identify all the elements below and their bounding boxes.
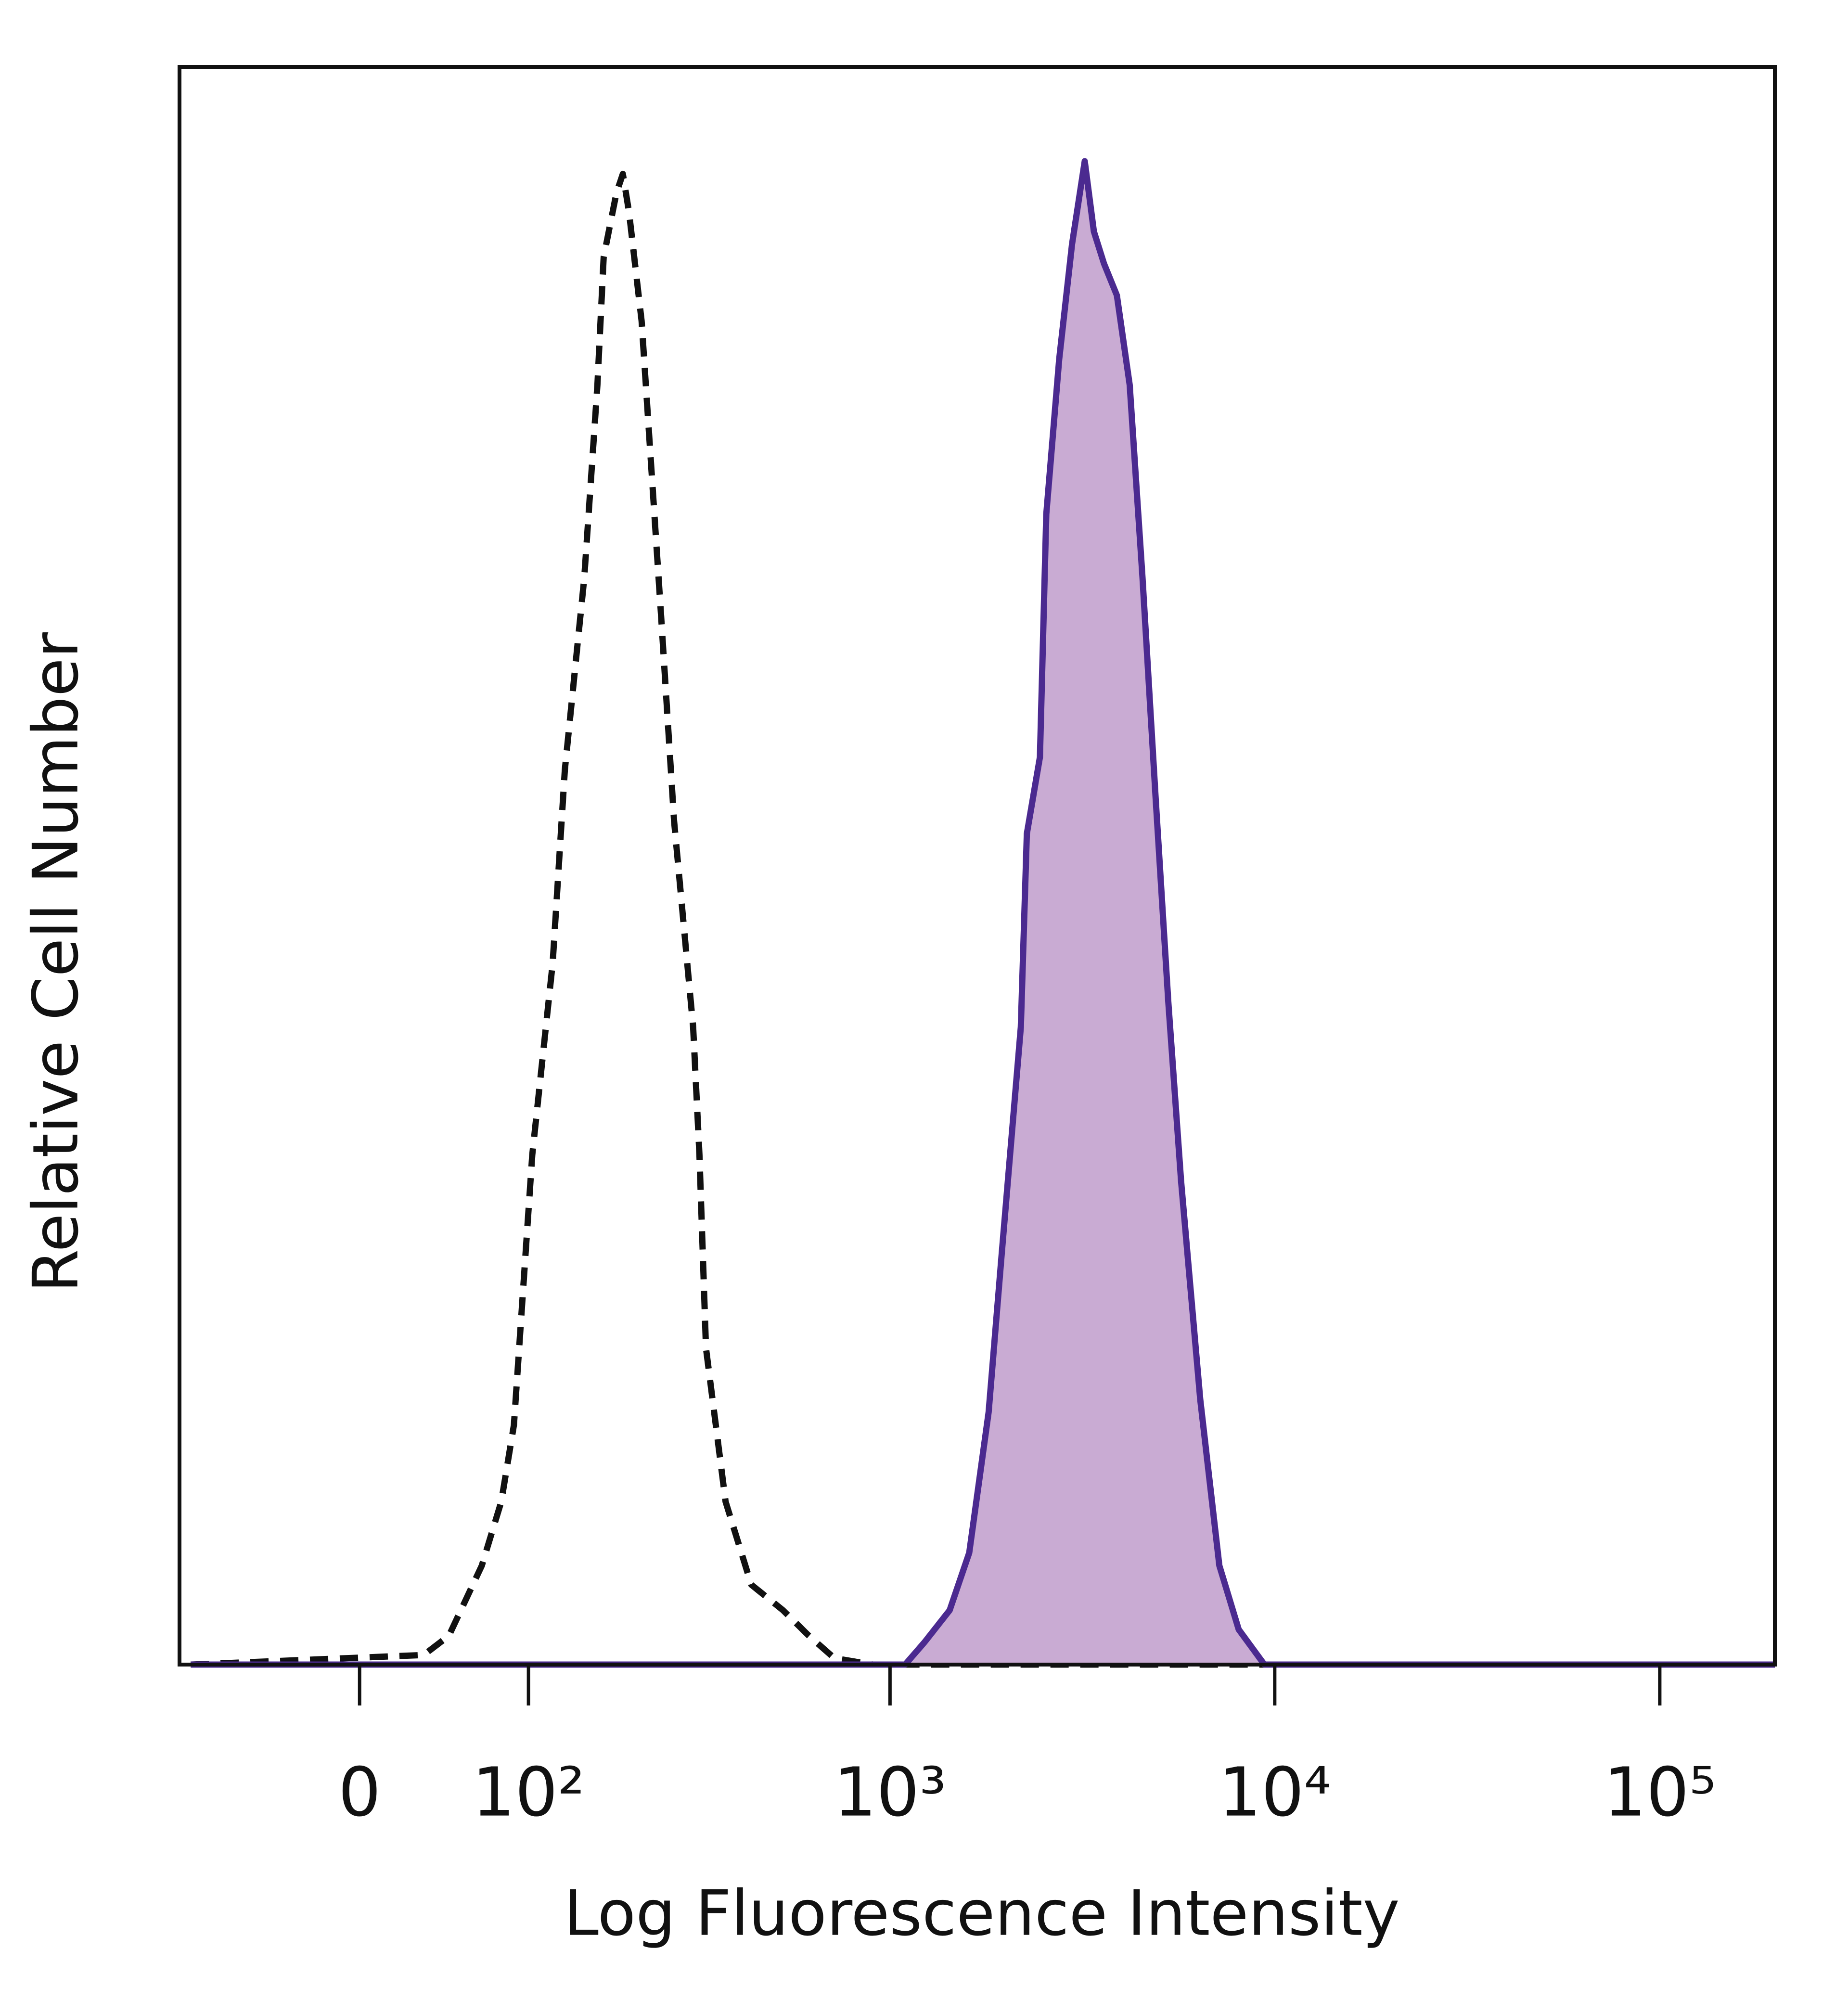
y-axis-title: Relative Cell Number (19, 632, 92, 1293)
x-tick-label: 10³ (834, 1754, 946, 1832)
x-tick-label: 10² (472, 1754, 585, 1832)
x-tick-label: 0 (338, 1754, 381, 1832)
x-tick-label: 10⁴ (1219, 1754, 1331, 1832)
plot-frame (178, 65, 1777, 1667)
x-axis-title: Log Fluorescence Intensity (564, 1877, 1399, 1950)
histogram-line (191, 170, 1775, 1668)
plot-area (191, 158, 1775, 1668)
histogram-line (191, 158, 1775, 1668)
x-tick-label: 10⁵ (1604, 1754, 1716, 1832)
